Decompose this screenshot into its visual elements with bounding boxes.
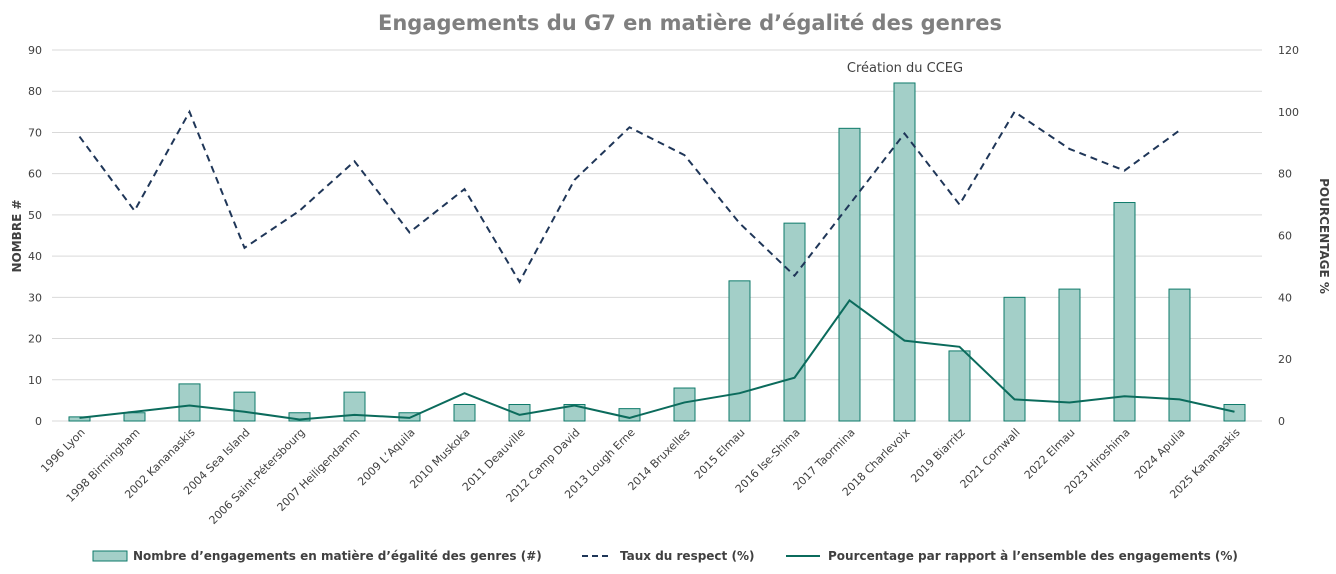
y-tick-label: 90 bbox=[28, 44, 42, 57]
y2-tick-label: 80 bbox=[1278, 168, 1292, 181]
bar bbox=[453, 404, 476, 422]
bar bbox=[233, 391, 256, 422]
x-tick-label: 2006 Saint-Pétersbourg bbox=[207, 426, 308, 527]
bar bbox=[1003, 296, 1026, 422]
x-tick-label: 1996 Lyon bbox=[38, 426, 87, 475]
bar bbox=[68, 416, 91, 422]
bar bbox=[838, 127, 861, 422]
legend-bar-swatch bbox=[92, 550, 128, 562]
bar bbox=[1223, 404, 1246, 422]
x-tick-label: 2009 L’Aquila bbox=[355, 426, 417, 488]
y-tick-label: 30 bbox=[28, 291, 42, 304]
y-tick-label: 10 bbox=[28, 374, 42, 387]
legend-label: Pourcentage par rapport à l’ensemble des… bbox=[828, 549, 1238, 563]
line-pourcentage bbox=[79, 299, 1235, 421]
x-tick-label: 2015 Elmau bbox=[692, 426, 748, 482]
y-tick-label: 50 bbox=[28, 209, 42, 222]
bar bbox=[1058, 288, 1081, 422]
y-axis-label: NOMBRE # bbox=[10, 199, 24, 272]
chart-title: Engagements du G7 en matière d’égalité d… bbox=[378, 11, 1002, 35]
y2-tick-label: 40 bbox=[1278, 291, 1292, 304]
y2-axis-label: POURCENTAGE % bbox=[1317, 178, 1331, 294]
bar bbox=[178, 383, 201, 422]
bar bbox=[728, 280, 751, 422]
legend-label: Nombre d’engagements en matière d’égalit… bbox=[133, 549, 542, 563]
y2-tick-label: 120 bbox=[1278, 44, 1299, 57]
y-tick-label: 40 bbox=[28, 250, 42, 263]
y-tick-label: 70 bbox=[28, 126, 42, 139]
bar bbox=[563, 404, 586, 422]
legend-label: Taux du respect (%) bbox=[620, 549, 754, 563]
x-tick-label: 2024 Apulia bbox=[1132, 426, 1188, 482]
x-tick-label: 2021 Cornwall bbox=[958, 426, 1023, 491]
y-tick-label: 0 bbox=[35, 415, 42, 428]
bar bbox=[123, 412, 146, 422]
y-tick-label: 20 bbox=[28, 333, 42, 346]
x-tick-label: 2019 Biarritz bbox=[908, 426, 967, 485]
y2-tick-label: 20 bbox=[1278, 353, 1292, 366]
y-tick-label: 80 bbox=[28, 85, 42, 98]
annotation-cceg: Création du CCEG bbox=[847, 61, 963, 76]
bar bbox=[1168, 288, 1191, 422]
bar bbox=[288, 412, 311, 422]
x-tick-label: 2022 Elmau bbox=[1022, 426, 1078, 482]
bar bbox=[948, 350, 971, 422]
y2-tick-label: 0 bbox=[1278, 415, 1285, 428]
bar bbox=[783, 222, 806, 422]
line-taux-respect bbox=[78, 109, 1181, 284]
bar bbox=[343, 391, 366, 422]
y-tick-label: 60 bbox=[28, 168, 42, 181]
y2-tick-label: 100 bbox=[1278, 106, 1299, 119]
y2-tick-label: 60 bbox=[1278, 230, 1292, 243]
bar bbox=[1113, 202, 1136, 422]
